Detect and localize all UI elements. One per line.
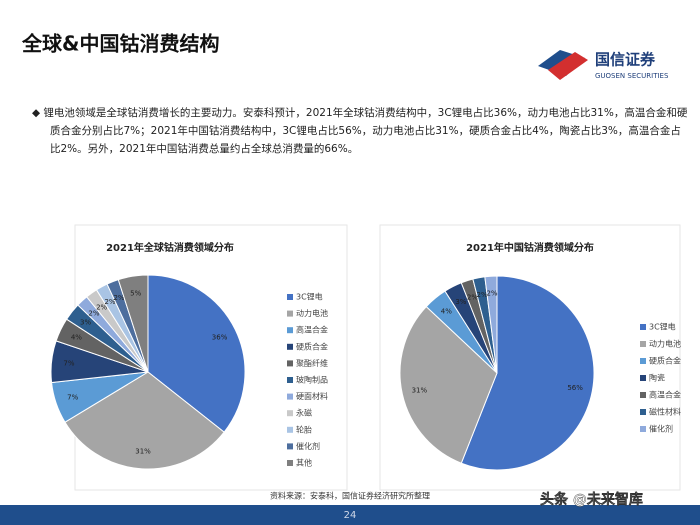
legend-swatch [287,360,293,367]
legend-label: 3C锂电 [649,322,676,332]
legend-label: 其他 [296,458,312,468]
pie-slice [399,305,498,464]
legend-swatch [287,377,293,383]
data-label: 2% [88,310,99,318]
data-label: 2% [96,303,107,311]
legend-swatch [640,375,646,381]
watermark: 头条 @未来智库 [540,491,643,508]
legend-label: 硬质合金 [296,341,328,351]
data-label: 2% [113,294,124,302]
pie-slice [460,275,595,471]
legend-swatch [287,426,293,433]
legend-swatch [640,426,646,432]
legend-swatch [287,327,293,334]
data-label: 2% [477,291,488,299]
page-number: 24 [344,510,357,521]
slide-title: 全球&中国钴消费结构 [21,32,219,56]
data-label: 7% [67,394,78,402]
legend-swatch [640,324,646,330]
logo-text: 国信证券 [595,51,656,69]
data-label: 5% [130,289,141,297]
legend-swatch [287,410,293,417]
legend-label: 3C锂电 [296,292,323,302]
legend-swatch [640,358,646,364]
data-label: 3% [80,319,91,327]
legend-swatch [287,310,293,317]
chart-frame [379,224,681,491]
legend-label: 催化剂 [649,424,673,434]
legend-swatch [287,294,293,300]
legend-swatch [640,341,646,347]
data-label: 31% [135,447,151,455]
chart-title: 2021年中国钴消费领域分布 [466,241,594,254]
data-label: 56% [567,384,583,392]
legend-swatch [287,343,293,350]
legend-label: 磁性材料 [649,407,681,417]
bullet-text: ◆ 锂电池领域是全球钴消费增长的主要动力。安泰科预计，2021年全球钴消费结构中… [32,107,688,155]
legend-swatch [287,460,293,466]
legend-label: 轮胎 [296,424,312,434]
data-label: 4% [441,308,452,316]
data-label: 2% [486,290,497,298]
legend-label: 动力电池 [296,308,328,318]
legend-label: 高温合金 [296,325,328,335]
data-label: 7% [63,359,74,367]
footer-bar [0,505,700,525]
data-label: 3% [455,298,466,306]
legend-label: 玻陶制品 [296,375,328,385]
pie-slice [117,274,149,373]
legend-swatch [287,443,293,450]
legend-label: 硬面材料 [296,391,328,401]
bullet-content: 锂电池领域是全球钴消费增长的主要动力。安泰科预计，2021年全球钴消费结构中，3… [43,107,688,155]
legend-swatch [640,392,646,398]
legend-swatch [287,393,293,400]
legend-label: 永磁 [296,408,312,418]
legend-label: 聚酯纤维 [296,358,328,368]
data-label: 2% [104,298,115,306]
logo-text: GUOSEN SECURITIES [595,72,669,80]
data-label: 4% [71,333,82,341]
legend-label: 动力电池 [649,339,681,349]
legend-swatch [640,409,646,415]
pie-slice [64,371,225,470]
legend-label: 陶瓷 [649,373,665,383]
legend-label: 催化剂 [296,441,320,451]
legend-label: 硬质合金 [649,356,681,366]
logo-shape [548,52,588,80]
data-label: 36% [212,333,228,341]
pie-slice [484,275,498,374]
data-label: 31% [412,386,428,394]
source: 资料来源：安泰科，国信证券经济研究所整理 [270,491,430,501]
pie-slice [147,274,246,433]
legend-label: 高温合金 [649,390,681,400]
chart-title: 2021年全球钴消费领域分布 [106,241,234,254]
data-label: 2% [467,293,478,301]
